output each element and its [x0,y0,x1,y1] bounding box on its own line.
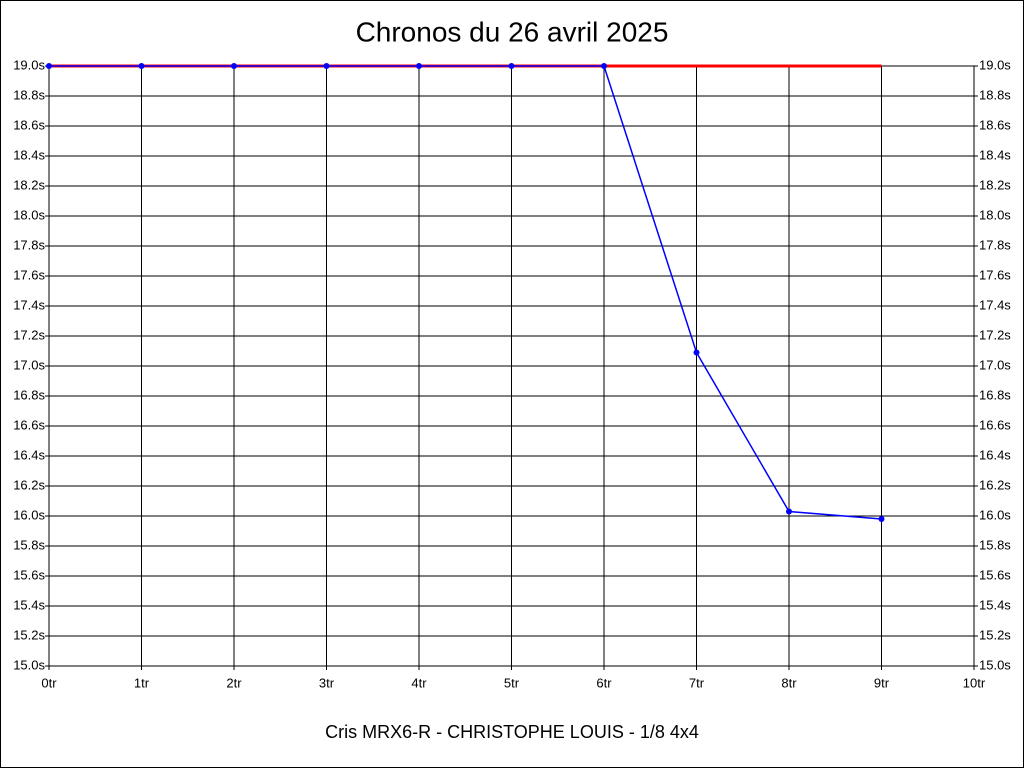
x-tick-label: 4tr [411,675,427,690]
x-tick-label: 1tr [134,675,150,690]
x-tick-label: 7tr [689,675,705,690]
y-tick-label: 15.8s [13,537,45,552]
y2-tick-label: 17.2s [979,327,1011,342]
y2-tick-label: 17.8s [979,237,1011,252]
x-axis-label: Cris MRX6-R - CHRISTOPHE LOUIS - 1/8 4x4 [325,722,699,742]
y-tick-label: 16.8s [13,387,45,402]
data-point [46,63,52,69]
data-point [323,63,330,69]
y-tick-label: 17.4s [13,297,45,312]
y-tick-label: 15.4s [13,597,45,612]
y-tick-label: 15.6s [13,567,45,582]
y2-tick-label: 17.4s [979,297,1011,312]
y2-tick-label: 18.4s [979,147,1011,162]
data-point [508,63,515,69]
y2-tick-label: 18.6s [979,117,1011,132]
y-tick-label: 17.0s [13,357,45,372]
y2-tick-label: 16.6s [979,417,1011,432]
y2-tick-label: 16.8s [979,387,1011,402]
series-line [49,65,882,520]
data-point [231,63,237,69]
y-tick-label: 16.0s [13,507,45,522]
data-point [138,63,145,69]
y2-tick-label: 19.0s [979,57,1011,72]
x-tick-label: 10tr [963,675,986,690]
y-tick-label: 18.8s [13,87,45,102]
y-tick-label: 18.6s [13,117,45,132]
y2-tick-label: 18.0s [979,207,1011,222]
y2-tick-label: 18.8s [979,87,1011,102]
y-tick-label: 17.6s [13,267,45,282]
y2-tick-label: 15.2s [979,627,1011,642]
y-tick-label: 17.2s [13,327,45,342]
x-tick-label: 8tr [781,675,797,690]
data-point [693,349,700,356]
y-tick-label: 17.8s [13,237,45,252]
y2-tick-label: 15.6s [979,567,1011,582]
y2-tick-label: 18.2s [979,177,1011,192]
data-point [786,508,792,515]
y2-tick-label: 16.0s [979,507,1011,522]
y-tick-label: 19.0s [13,57,45,72]
y-tick-label: 15.0s [13,657,45,672]
x-tick-label: 2tr [226,675,242,690]
y-tick-label: 16.2s [13,477,45,492]
y2-tick-label: 15.8s [979,537,1011,552]
x-tick-label: 6tr [596,675,612,690]
x-tick-label: 0tr [41,675,57,690]
x-tick-label: 3tr [319,675,335,690]
y-tick-label: 16.6s [13,417,45,432]
y-tick-label: 15.2s [13,627,45,642]
x-tick-label: 5tr [504,675,520,690]
y2-tick-label: 17.6s [979,267,1011,282]
y-tick-label: 18.2s [13,177,45,192]
y2-tick-label: 16.4s [979,447,1011,462]
y2-tick-label: 16.2s [979,477,1011,492]
chart-title: Chronos du 26 avril 2025 [356,16,669,47]
data-point [878,516,885,522]
data-point [601,63,607,69]
x-tick-label: 9tr [874,675,890,690]
data-point [416,63,422,69]
y-tick-label: 16.4s [13,447,45,462]
y2-tick-label: 17.0s [979,357,1011,372]
y-tick-label: 18.0s [13,207,45,222]
y2-tick-label: 15.4s [979,597,1011,612]
y2-tick-label: 15.0s [979,657,1011,672]
y-tick-label: 18.4s [13,147,45,162]
